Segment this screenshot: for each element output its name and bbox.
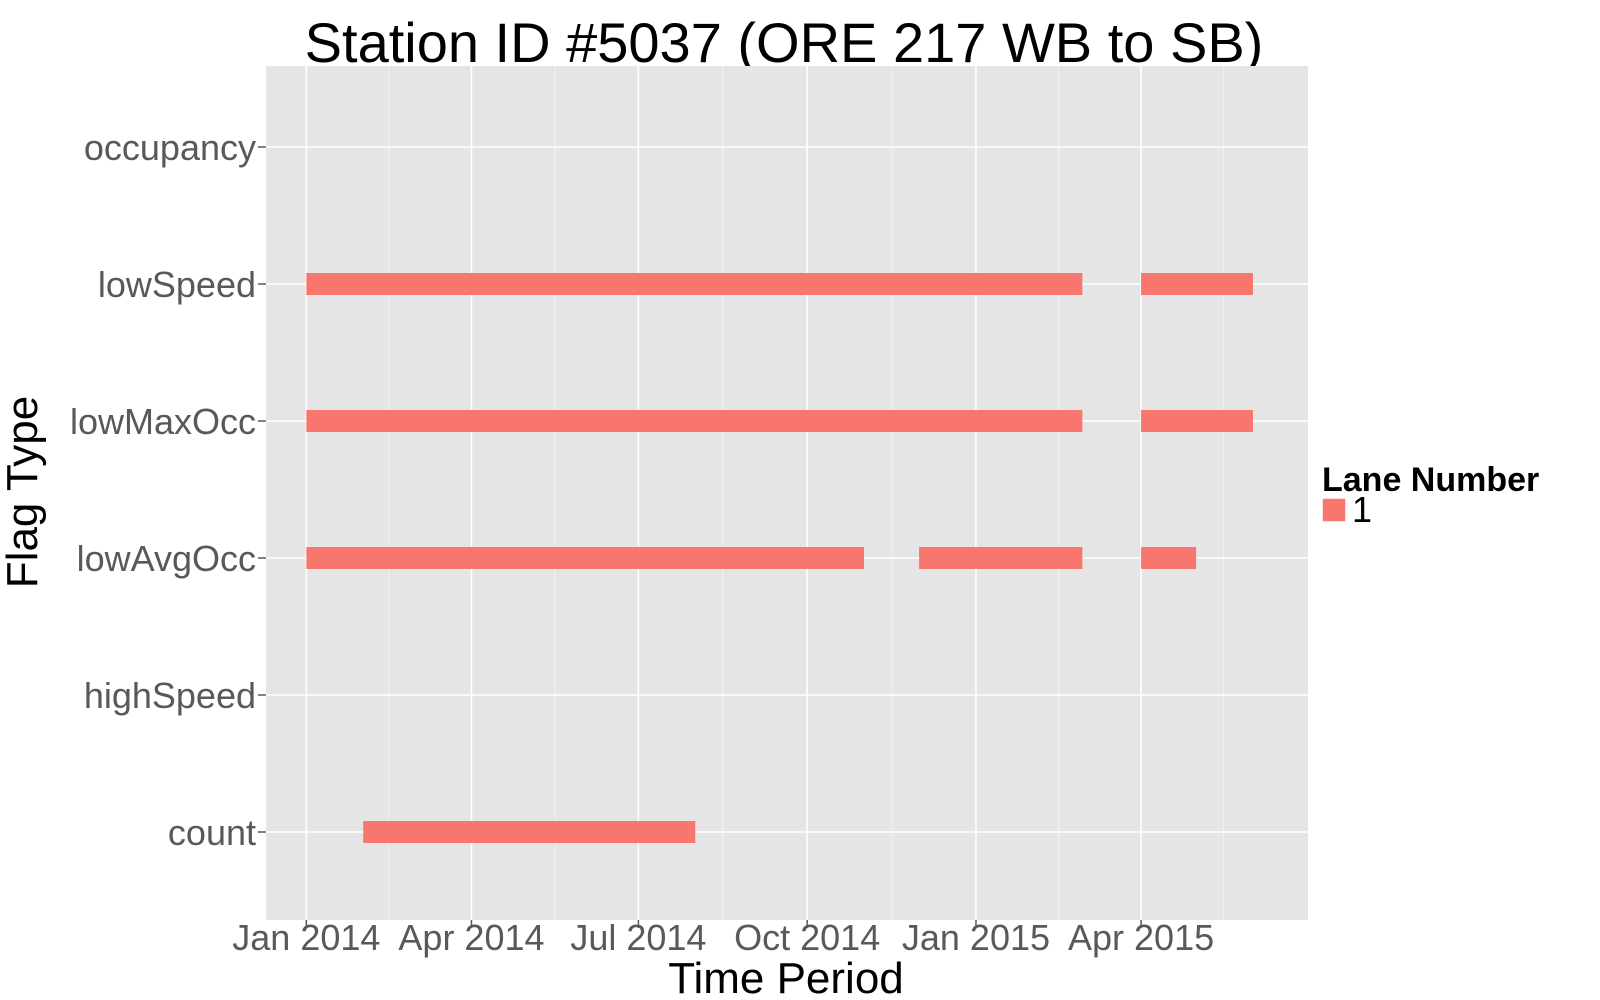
y-tick-label-lowMaxOcc: lowMaxOcc <box>70 401 256 442</box>
x-tick-label: Apr 2014 <box>398 917 544 958</box>
y-tick-label-lowSpeed: lowSpeed <box>98 264 256 305</box>
bar-lowMaxOcc <box>306 410 1083 432</box>
legend-key-lane-1 <box>1321 497 1347 523</box>
chart-title: Station ID #5037 (ORE 217 WB to SB) <box>305 11 1264 74</box>
bar-lowAvgOcc <box>306 547 865 569</box>
y-tick-label-occupancy: occupancy <box>84 127 256 168</box>
bar-lowSpeed <box>1141 273 1253 295</box>
bar-lowAvgOcc <box>1141 547 1197 569</box>
bar-lowAvgOcc <box>919 547 1083 569</box>
bar-count <box>363 821 696 843</box>
x-tick-label: Oct 2014 <box>734 917 880 958</box>
x-axis-title: Time Period <box>668 954 904 1000</box>
bar-lowMaxOcc <box>1141 410 1253 432</box>
legend: Lane Number 1 <box>1321 461 1539 530</box>
y-tick-label-highSpeed: highSpeed <box>84 675 256 716</box>
plot-panel <box>266 66 1308 920</box>
y-tick-label-count: count <box>168 812 256 853</box>
legend-label-lane-1: 1 <box>1352 489 1372 530</box>
bar-lowSpeed <box>306 273 1083 295</box>
legend-title: Lane Number <box>1322 461 1539 499</box>
timeline-bars <box>306 273 1253 843</box>
x-tick-label: Apr 2015 <box>1068 917 1214 958</box>
x-axis: Jan 2014 Apr 2014 Jul 2014 Oct 2014 Jan 2015… <box>232 917 1214 958</box>
x-tick-label: Jan 2015 <box>902 917 1050 958</box>
y-axis-title: Flag Type <box>0 396 47 588</box>
x-tick-label: Jul 2014 <box>570 917 706 958</box>
y-tick-label-lowAvgOcc: lowAvgOcc <box>77 538 256 579</box>
y-axis: occupancy lowSpeed lowMaxOcc lowAvgOcc highS… <box>70 127 266 853</box>
x-tick-label: Jan 2014 <box>232 917 380 958</box>
